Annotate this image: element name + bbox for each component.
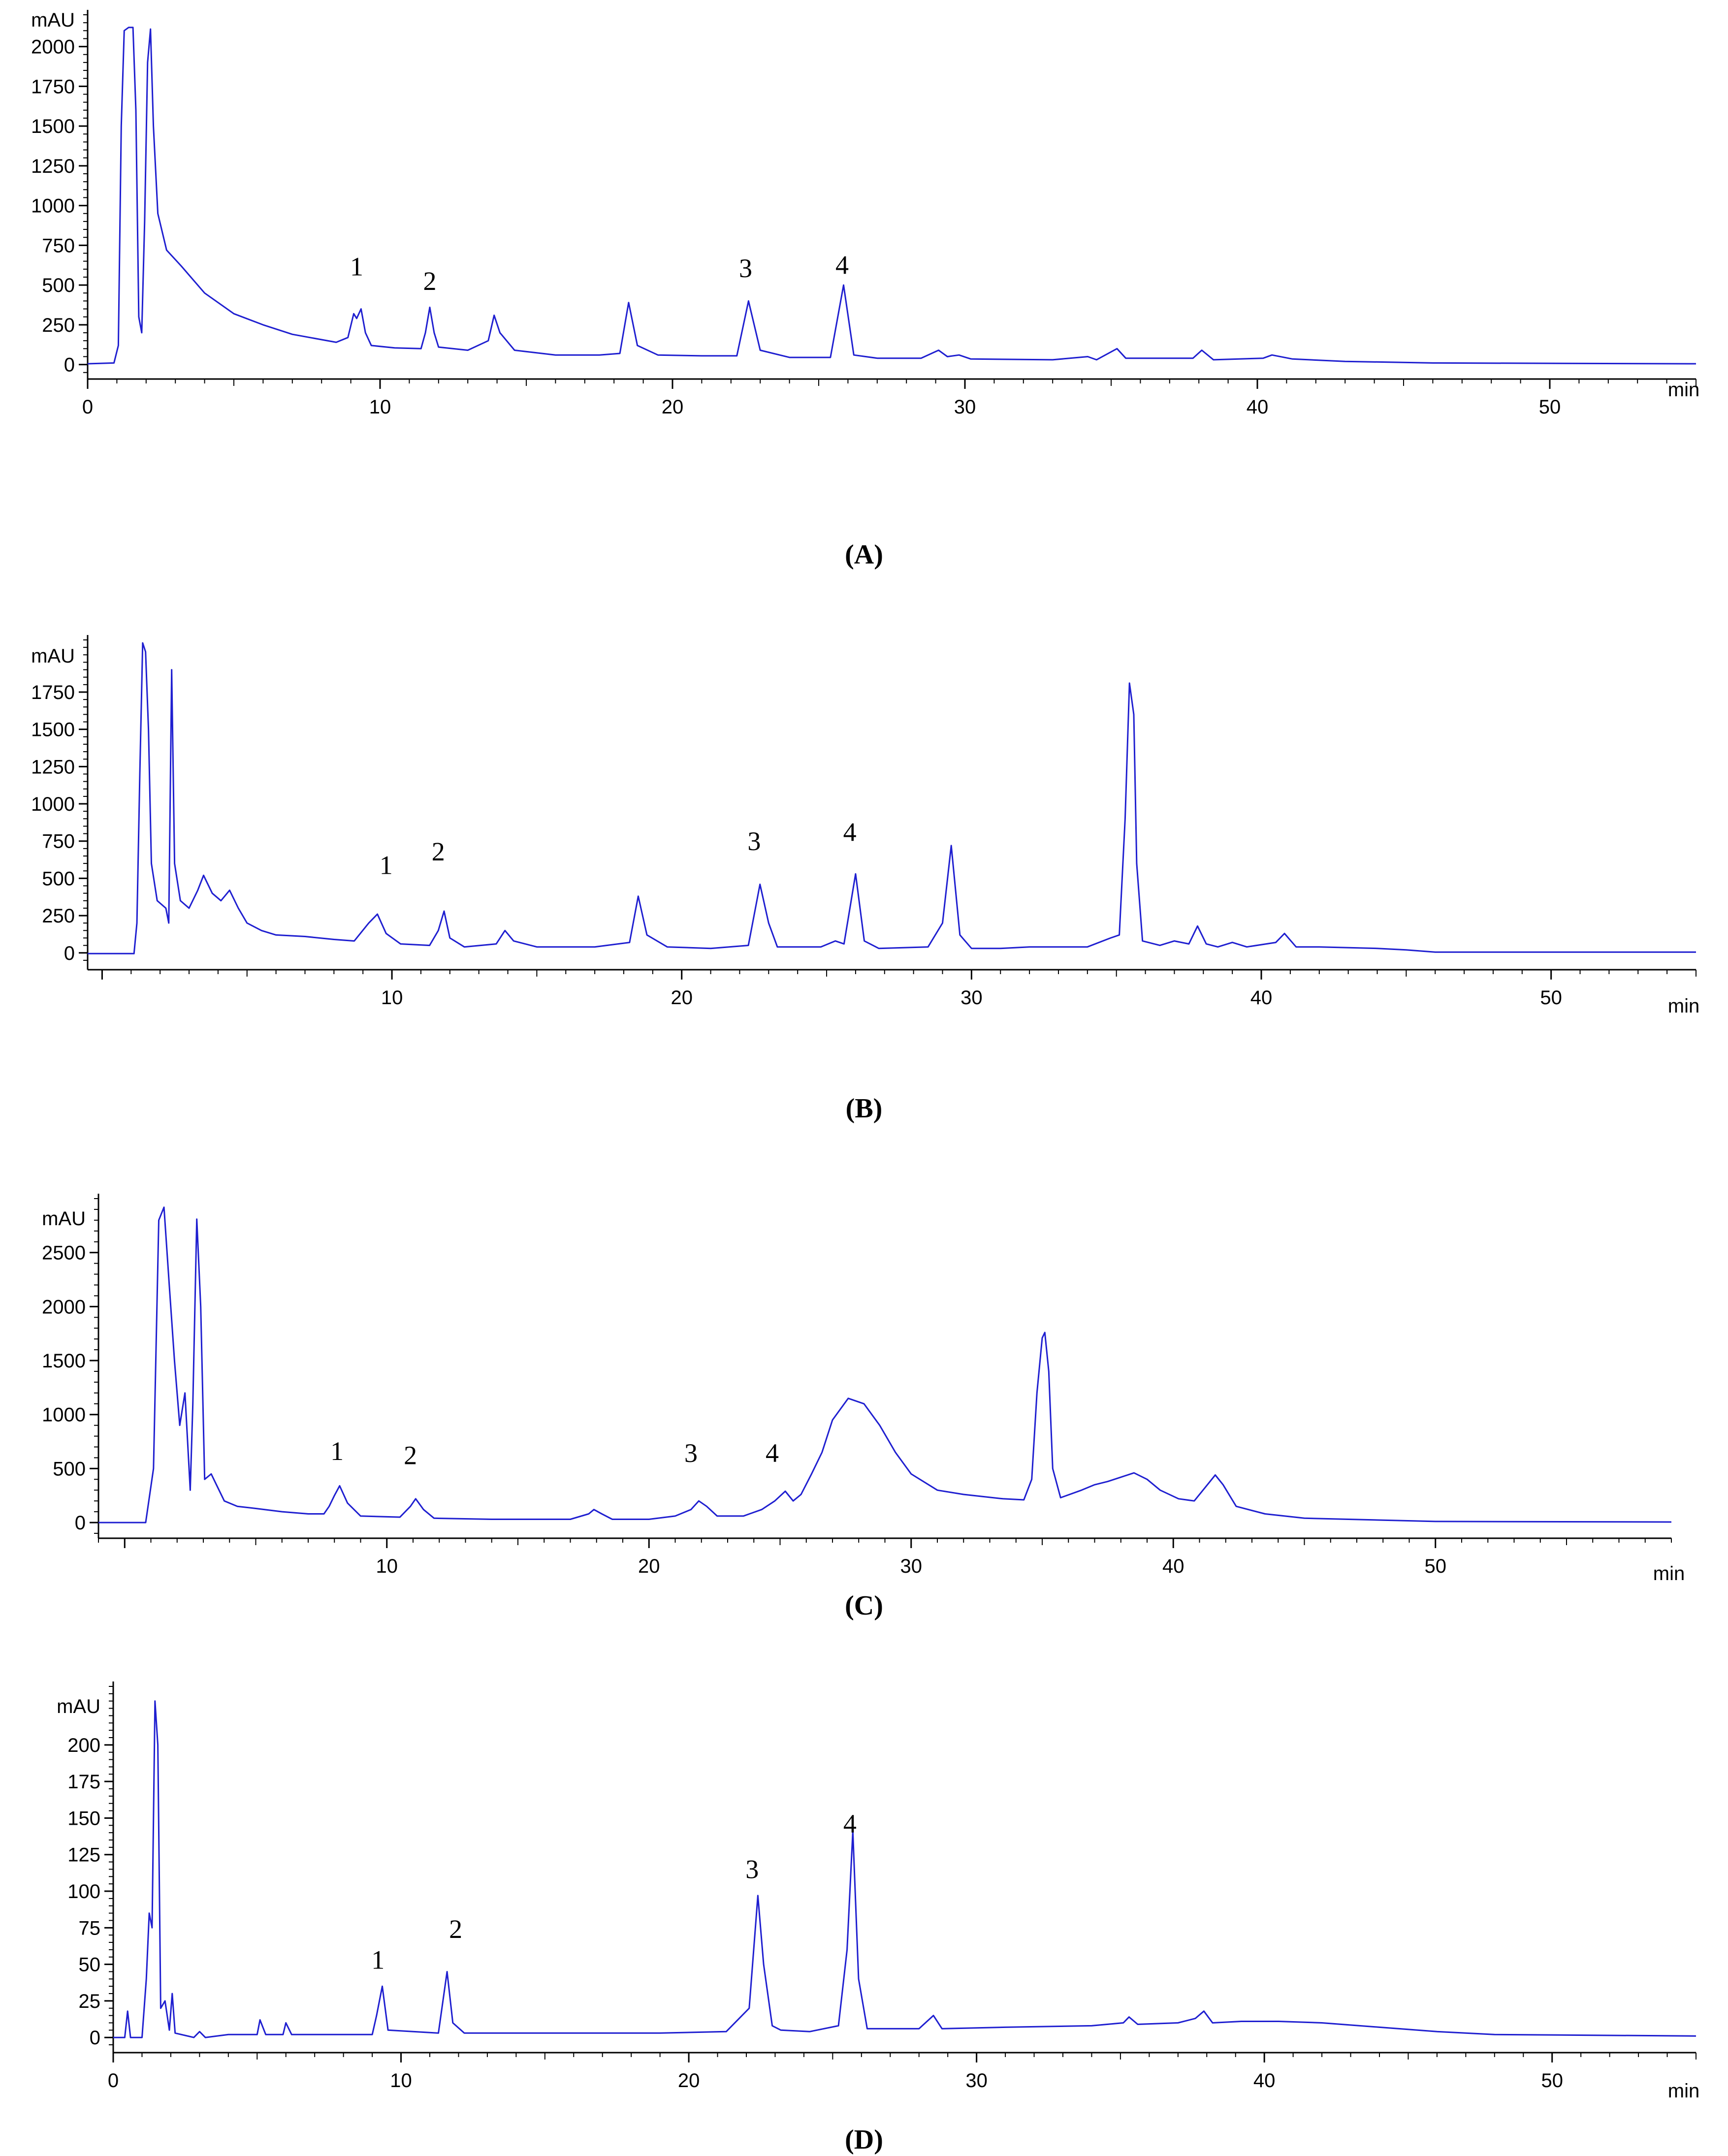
y-tick-label: 100 [67, 1881, 100, 1902]
x-tick-label: 50 [1540, 987, 1562, 1009]
x-tick-label: 40 [1162, 1555, 1184, 1577]
x-tick-label: 0 [108, 2070, 119, 2092]
peak-label-4: 4 [843, 818, 857, 847]
x-tick-label: 0 [82, 396, 93, 418]
y-tick-label: 25 [79, 1991, 101, 2012]
y-tick-label: 250 [42, 905, 75, 927]
peak-label-2: 2 [404, 1441, 417, 1470]
chromatogram-trace [87, 27, 1696, 365]
peak-label-2: 2 [432, 837, 445, 866]
x-tick-label: 30 [960, 987, 983, 1009]
y-tick-label: 175 [67, 1771, 100, 1793]
y-tick-label: 1750 [31, 76, 75, 97]
y-tick-label: 0 [75, 1512, 86, 1534]
x-tick-label: 20 [662, 396, 684, 418]
y-tick-label: 200 [67, 1735, 100, 1756]
peak-label-1: 1 [330, 1436, 344, 1466]
peak-label-1: 1 [380, 850, 393, 880]
y-tick-label: 0 [64, 354, 75, 376]
chromatogram-panel-d: 0 25 50 75 100 125 150 175 200 mAU 0 10 20 30 40 50 min 1… [0, 1669, 1728, 2156]
y-tick-label: 2500 [42, 1242, 86, 1264]
y-unit-label: mAU [42, 1208, 86, 1230]
x-unit-label: min [1668, 2080, 1699, 2102]
peak-label-4: 4 [835, 251, 849, 280]
peak-label-4: 4 [843, 1809, 857, 1839]
x-tick-label: 10 [376, 1555, 398, 1577]
y-tick-label: 50 [79, 1954, 101, 1976]
chromatogram-trace [98, 1206, 1672, 1523]
y-tick-label: 750 [42, 235, 75, 256]
chromatogram-trace [88, 642, 1696, 954]
x-unit-label: min [1653, 1563, 1685, 1585]
y-tick-label: 750 [42, 831, 75, 853]
y-tick-label: 1000 [31, 195, 75, 217]
peak-label-3: 3 [747, 826, 761, 856]
peak-label-3: 3 [684, 1438, 698, 1468]
y-tick-label: 500 [42, 275, 75, 296]
caption-b: (B) [845, 1093, 883, 1124]
y-tick-label: 2000 [42, 1296, 86, 1318]
x-tick-label: 30 [965, 2070, 988, 2092]
x-tick-label: 20 [638, 1555, 660, 1577]
y-tick-label: 1250 [31, 756, 75, 778]
chart-c-svg: 0 500 1000 1500 2000 2500 mAU 10 20 30 40 50 min 1 2 3 4 [42, 1194, 1685, 1585]
y-tick-label: 500 [42, 868, 75, 889]
y-tick-label: 1000 [31, 793, 75, 815]
y-unit-label: mAU [57, 1696, 100, 1717]
x-unit-label: min [1668, 379, 1699, 401]
x-tick-label: 50 [1425, 1555, 1447, 1577]
y-tick-label: 1500 [42, 1350, 86, 1372]
x-tick-label: 40 [1250, 987, 1273, 1009]
chromatogram-panel-b: 0 250 500 750 1000 1250 1500 1750 mAU 10 20 30 40 50 m… [0, 620, 1728, 1152]
caption-a: (A) [845, 539, 883, 570]
chart-b-svg: 0 250 500 750 1000 1250 1500 1750 mAU 10 20 30 40 50 m… [31, 635, 1699, 1017]
y-tick-label: 250 [42, 315, 75, 336]
y-tick-label: 500 [53, 1458, 86, 1480]
x-tick-label: 50 [1539, 396, 1561, 418]
y-tick-label: 2000 [31, 36, 75, 58]
x-tick-label: 40 [1247, 396, 1269, 418]
x-tick-label: 30 [954, 396, 976, 418]
peak-label-1: 1 [371, 1945, 384, 1975]
x-tick-label: 30 [900, 1555, 923, 1577]
y-tick-label: 75 [79, 1917, 101, 1939]
y-tick-label: 1500 [31, 116, 75, 137]
peak-label-4: 4 [766, 1438, 779, 1468]
x-tick-label: 10 [381, 987, 403, 1009]
chromatogram-panel-c: 0 500 1000 1500 2000 2500 mAU 10 20 30 40 50 min 1 2 3 4… [0, 1184, 1728, 1627]
y-tick-label: 1500 [31, 719, 75, 741]
peak-label-1: 1 [350, 252, 363, 282]
y-tick-label: 0 [64, 943, 75, 964]
x-tick-label: 20 [678, 2070, 700, 2092]
peak-label-2: 2 [423, 266, 436, 296]
x-tick-label: 10 [369, 396, 391, 418]
peak-label-3: 3 [739, 254, 752, 283]
y-tick-label: 1000 [42, 1404, 86, 1426]
y-tick-label: 0 [90, 2027, 100, 2049]
chart-d-svg: 0 25 50 75 100 125 150 175 200 mAU 0 10 20 30 40 50 min 1… [57, 1681, 1699, 2102]
y-tick-label: 150 [67, 1807, 100, 1829]
y-unit-label: mAU [31, 9, 75, 31]
caption-c: (C) [845, 1590, 883, 1621]
y-tick-label: 1750 [31, 682, 75, 703]
x-tick-label: 10 [390, 2070, 412, 2092]
y-tick-label: 1250 [31, 156, 75, 177]
y-tick-label: 125 [67, 1844, 100, 1866]
x-tick-label: 50 [1541, 2070, 1563, 2092]
x-tick-label: 40 [1253, 2070, 1276, 2092]
x-unit-label: min [1668, 995, 1699, 1017]
x-tick-label: 20 [671, 987, 693, 1009]
chromatogram-trace [113, 1700, 1696, 2038]
caption-d: (D) [845, 2124, 883, 2155]
chromatogram-panel-a: 0 250 500 750 1000 1250 1500 1750 2000 mAU 0 10 20 30… [0, 0, 1728, 581]
peak-label-3: 3 [745, 1854, 759, 1884]
peak-label-2: 2 [449, 1914, 462, 1944]
y-unit-label: mAU [31, 645, 75, 667]
